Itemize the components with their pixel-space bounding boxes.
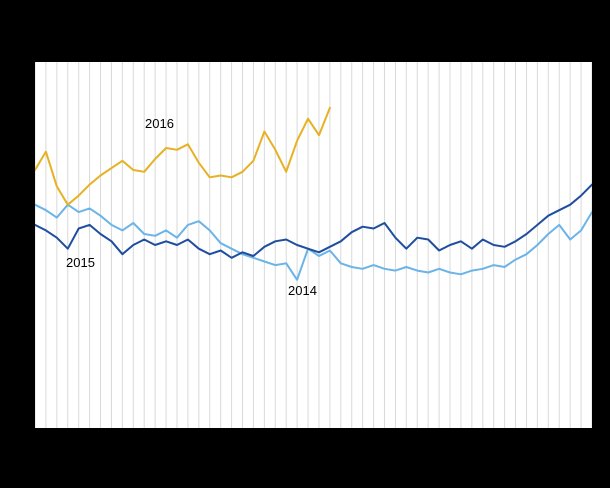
plot-area: 2016 2015 2014: [35, 62, 592, 428]
series-label-2016: 2016: [145, 116, 174, 131]
line-chart: [35, 62, 592, 428]
series-line-2015: [35, 183, 592, 259]
series-line-2016: [35, 106, 331, 206]
series-label-2014: 2014: [288, 283, 317, 298]
series-line-2014: [35, 203, 592, 281]
series-label-2015: 2015: [66, 255, 95, 270]
